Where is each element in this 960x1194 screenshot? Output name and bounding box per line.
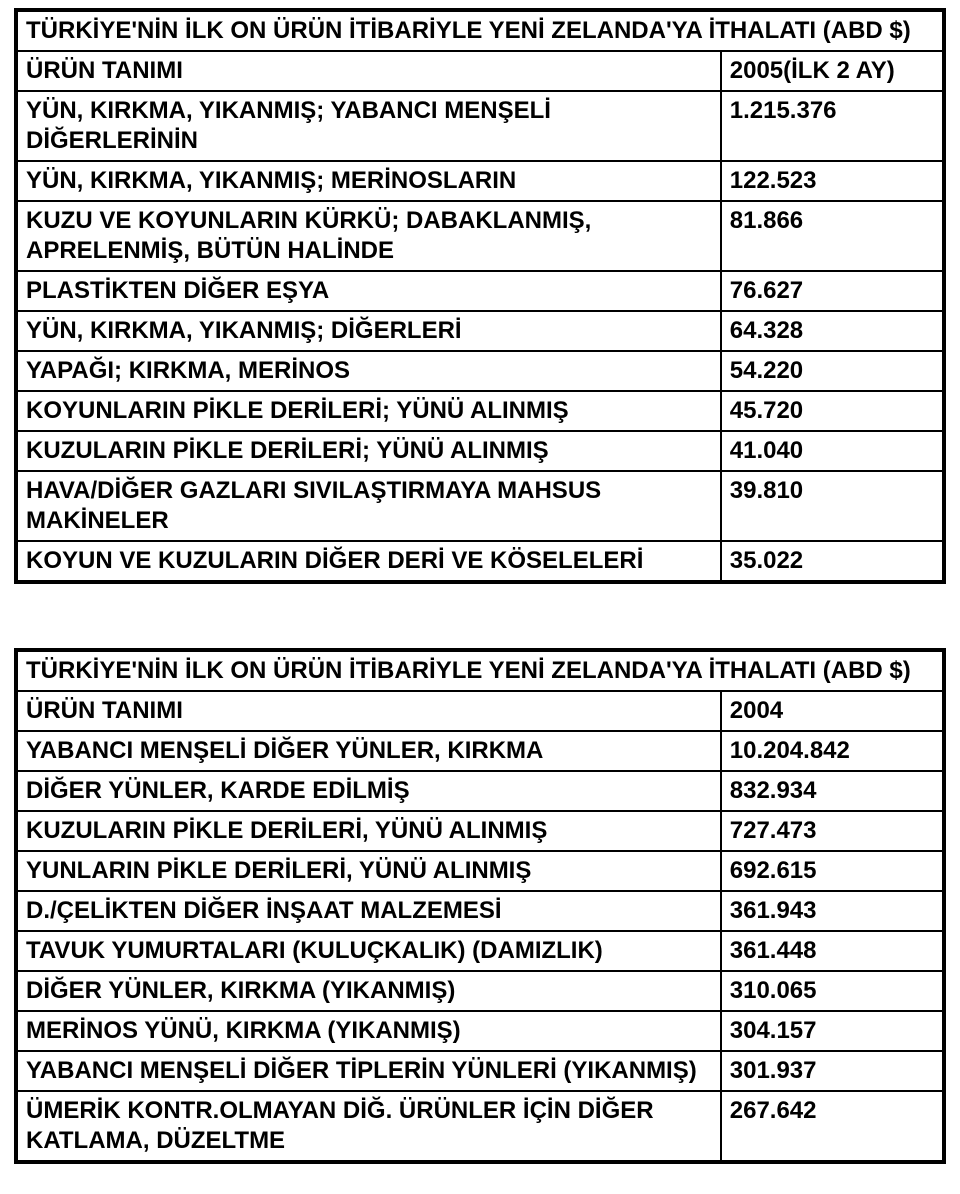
cell-desc: KUZULARIN PİKLE DERİLERİ, YÜNÜ ALINMIŞ	[17, 811, 721, 851]
cell-val: 10.204.842	[721, 731, 943, 771]
cell-desc: TAVUK YUMURTALARI (KULUÇKALIK) (DAMIZLIK…	[17, 931, 721, 971]
cell-val: 304.157	[721, 1011, 943, 1051]
table-row: D./ÇELİKTEN DİĞER İNŞAAT MALZEMESİ361.94…	[17, 891, 943, 931]
table-row: YUNLARIN PİKLE DERİLERİ, YÜNÜ ALINMIŞ692…	[17, 851, 943, 891]
cell-desc: KUZU VE KOYUNLARIN KÜRKÜ; DABAKLANMIŞ, A…	[17, 201, 721, 271]
imports-table-2005: TÜRKİYE'NİN İLK ON ÜRÜN İTİBARİYLE YENİ …	[14, 8, 946, 584]
cell-desc: YÜN, KIRKMA, YIKANMIŞ; MERİNOSLARIN	[17, 161, 721, 201]
table-row: PLASTİKTEN DİĞER EŞYA76.627	[17, 271, 943, 311]
cell-val: 54.220	[721, 351, 943, 391]
cell-val: 310.065	[721, 971, 943, 1011]
cell-val: 76.627	[721, 271, 943, 311]
cell-val: 361.448	[721, 931, 943, 971]
cell-val: 122.523	[721, 161, 943, 201]
cell-desc: PLASTİKTEN DİĞER EŞYA	[17, 271, 721, 311]
cell-desc: YABANCI MENŞELİ DİĞER TİPLERİN YÜNLERİ (…	[17, 1051, 721, 1091]
cell-val: 267.642	[721, 1091, 943, 1161]
table-header-row: ÜRÜN TANIMI 2005(İLK 2 AY)	[17, 51, 943, 91]
table-title-row: TÜRKİYE'NİN İLK ON ÜRÜN İTİBARİYLE YENİ …	[17, 11, 943, 51]
table-row: MERİNOS YÜNÜ, KIRKMA (YIKANMIŞ)304.157	[17, 1011, 943, 1051]
header-period: 2005(İLK 2 AY)	[721, 51, 943, 91]
cell-desc: D./ÇELİKTEN DİĞER İNŞAAT MALZEMESİ	[17, 891, 721, 931]
cell-val: 45.720	[721, 391, 943, 431]
table-row: ÜMERİK KONTR.OLMAYAN DİĞ. ÜRÜNLER İÇİN D…	[17, 1091, 943, 1161]
cell-val: 81.866	[721, 201, 943, 271]
table-row: KUZULARIN PİKLE DERİLERİ; YÜNÜ ALINMIŞ41…	[17, 431, 943, 471]
cell-desc: YÜN, KIRKMA, YIKANMIŞ; DİĞERLERİ	[17, 311, 721, 351]
cell-val: 361.943	[721, 891, 943, 931]
cell-desc: MERİNOS YÜNÜ, KIRKMA (YIKANMIŞ)	[17, 1011, 721, 1051]
imports-table-2004: TÜRKİYE'NİN İLK ON ÜRÜN İTİBARİYLE YENİ …	[14, 648, 946, 1164]
header-product: ÜRÜN TANIMI	[17, 691, 721, 731]
cell-val: 35.022	[721, 541, 943, 581]
cell-desc: KOYUN VE KUZULARIN DİĞER DERİ VE KÖSELEL…	[17, 541, 721, 581]
table-title: TÜRKİYE'NİN İLK ON ÜRÜN İTİBARİYLE YENİ …	[17, 651, 943, 691]
cell-desc: DİĞER YÜNLER, KARDE EDİLMİŞ	[17, 771, 721, 811]
cell-desc: KOYUNLARIN PİKLE DERİLERİ; YÜNÜ ALINMIŞ	[17, 391, 721, 431]
cell-val: 301.937	[721, 1051, 943, 1091]
cell-val: 1.215.376	[721, 91, 943, 161]
table-row: KUZU VE KOYUNLARIN KÜRKÜ; DABAKLANMIŞ, A…	[17, 201, 943, 271]
cell-desc: YABANCI MENŞELİ DİĞER YÜNLER, KIRKMA	[17, 731, 721, 771]
cell-desc: HAVA/DİĞER GAZLARI SIVILAŞTIRMAYA MAHSUS…	[17, 471, 721, 541]
cell-desc: YAPAĞI; KIRKMA, MERİNOS	[17, 351, 721, 391]
cell-val: 41.040	[721, 431, 943, 471]
table-title: TÜRKİYE'NİN İLK ON ÜRÜN İTİBARİYLE YENİ …	[17, 11, 943, 51]
cell-val: 832.934	[721, 771, 943, 811]
table-row: YÜN, KIRKMA, YIKANMIŞ; YABANCI MENŞELİ D…	[17, 91, 943, 161]
cell-val: 64.328	[721, 311, 943, 351]
cell-desc: DİĞER YÜNLER, KIRKMA (YIKANMIŞ)	[17, 971, 721, 1011]
table-row: YABANCI MENŞELİ DİĞER YÜNLER, KIRKMA10.2…	[17, 731, 943, 771]
table-row: YAPAĞI; KIRKMA, MERİNOS54.220	[17, 351, 943, 391]
cell-desc: YUNLARIN PİKLE DERİLERİ, YÜNÜ ALINMIŞ	[17, 851, 721, 891]
table-header-row: ÜRÜN TANIMI 2004	[17, 691, 943, 731]
header-product: ÜRÜN TANIMI	[17, 51, 721, 91]
table-title-row: TÜRKİYE'NİN İLK ON ÜRÜN İTİBARİYLE YENİ …	[17, 651, 943, 691]
table-row: TAVUK YUMURTALARI (KULUÇKALIK) (DAMIZLIK…	[17, 931, 943, 971]
table-row: YABANCI MENŞELİ DİĞER TİPLERİN YÜNLERİ (…	[17, 1051, 943, 1091]
table-row: YÜN, KIRKMA, YIKANMIŞ; DİĞERLERİ64.328	[17, 311, 943, 351]
cell-desc: YÜN, KIRKMA, YIKANMIŞ; YABANCI MENŞELİ D…	[17, 91, 721, 161]
table-row: DİĞER YÜNLER, KIRKMA (YIKANMIŞ)310.065	[17, 971, 943, 1011]
cell-desc: ÜMERİK KONTR.OLMAYAN DİĞ. ÜRÜNLER İÇİN D…	[17, 1091, 721, 1161]
header-period: 2004	[721, 691, 943, 731]
table-row: KOYUNLARIN PİKLE DERİLERİ; YÜNÜ ALINMIŞ4…	[17, 391, 943, 431]
table-row: YÜN, KIRKMA, YIKANMIŞ; MERİNOSLARIN122.5…	[17, 161, 943, 201]
cell-val: 692.615	[721, 851, 943, 891]
table-row: KOYUN VE KUZULARIN DİĞER DERİ VE KÖSELEL…	[17, 541, 943, 581]
table-row: DİĞER YÜNLER, KARDE EDİLMİŞ832.934	[17, 771, 943, 811]
table-row: KUZULARIN PİKLE DERİLERİ, YÜNÜ ALINMIŞ72…	[17, 811, 943, 851]
cell-desc: KUZULARIN PİKLE DERİLERİ; YÜNÜ ALINMIŞ	[17, 431, 721, 471]
cell-val: 39.810	[721, 471, 943, 541]
table-row: HAVA/DİĞER GAZLARI SIVILAŞTIRMAYA MAHSUS…	[17, 471, 943, 541]
cell-val: 727.473	[721, 811, 943, 851]
